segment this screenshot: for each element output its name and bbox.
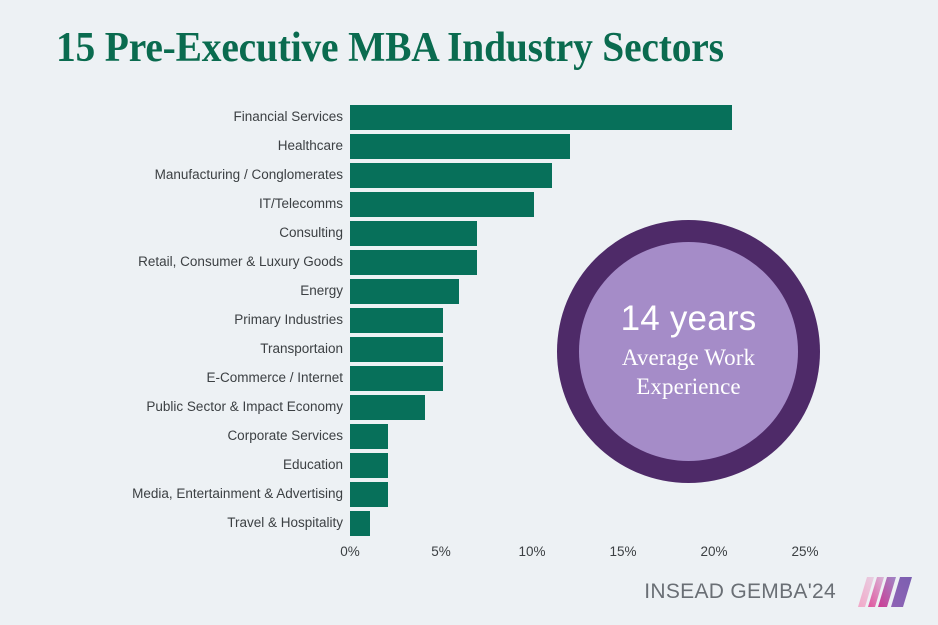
page-title: 15 Pre-Executive MBA Industry Sectors — [56, 25, 724, 71]
badge-inner-circle: 14 years Average Work Experience — [579, 242, 798, 461]
bar — [350, 482, 389, 507]
category-label: Public Sector & Impact Economy — [146, 399, 343, 414]
bar — [350, 424, 389, 449]
bar-track — [350, 279, 938, 304]
bar-track — [350, 511, 938, 536]
bar-track — [350, 134, 938, 159]
x-axis-tick-label: 5% — [431, 544, 451, 559]
bar — [350, 134, 571, 159]
bar — [350, 308, 443, 333]
bar-row: Travel & Hospitality — [0, 510, 938, 539]
average-work-experience-badge: 14 years Average Work Experience — [557, 220, 820, 483]
bar-track — [350, 395, 938, 420]
category-label: Healthcare — [277, 138, 343, 153]
bar-track — [350, 192, 938, 217]
category-label: Consulting — [279, 225, 343, 240]
insead-gemba-logo-icon — [850, 577, 912, 607]
bar — [350, 250, 478, 275]
badge-number: 14 years — [620, 299, 757, 339]
bar — [350, 279, 460, 304]
bar-row: IT/Telecomms — [0, 191, 938, 220]
bar-chart-plot-area: Financial Services Healthcare Manufacturin… — [0, 104, 938, 544]
bar-track — [350, 482, 938, 507]
bar — [350, 105, 733, 130]
badge-caption-line-1: Average Work — [621, 344, 756, 370]
bar-track — [350, 250, 938, 275]
category-label: Corporate Services — [227, 428, 343, 443]
x-axis-tick-label: 0% — [340, 544, 360, 559]
category-label: Transportaion — [260, 341, 343, 356]
badge-caption-line-2: Experience — [636, 374, 741, 400]
footer-brand-text: INSEAD GEMBA'24 — [644, 580, 836, 603]
bar-track — [350, 163, 938, 188]
category-label: IT/Telecomms — [258, 196, 343, 211]
bar — [350, 192, 534, 217]
bar-row: Manufacturing / Conglomerates — [0, 162, 938, 191]
bar — [350, 395, 425, 420]
bar — [350, 221, 478, 246]
x-axis-tick-label: 20% — [700, 544, 728, 559]
category-label: Retail, Consumer & Luxury Goods — [138, 254, 343, 269]
bar-track — [350, 221, 938, 246]
bar-row: Energy — [0, 278, 938, 307]
bar — [350, 511, 371, 536]
footer: INSEAD GEMBA'24 — [644, 577, 912, 607]
bar — [350, 453, 389, 478]
bar-row: E-Commerce / Internet — [0, 365, 938, 394]
bar-row: Financial Services — [0, 104, 938, 133]
x-axis: 0% 5% 10% 15% 20% 25% — [340, 544, 818, 568]
bar — [350, 366, 443, 391]
bar-row: Corporate Services — [0, 423, 938, 452]
bar-row: Media, Entertainment & Advertising — [0, 481, 938, 510]
category-label: Primary Industries — [234, 312, 343, 327]
bar-track — [350, 424, 938, 449]
bar-row: Transportaion — [0, 336, 938, 365]
category-label: Education — [282, 457, 343, 472]
bar-row: Public Sector & Impact Economy — [0, 394, 938, 423]
bar — [350, 163, 553, 188]
bar-track — [350, 453, 938, 478]
bar — [350, 337, 443, 362]
x-axis-tick-label: 10% — [518, 544, 546, 559]
bar-row: Retail, Consumer & Luxury Goods — [0, 249, 938, 278]
bar-row: Healthcare — [0, 133, 938, 162]
bar-track — [350, 308, 938, 333]
bar-track — [350, 366, 938, 391]
category-label: E-Commerce / Internet — [206, 370, 343, 385]
category-label: Energy — [300, 283, 343, 298]
bar-track — [350, 337, 938, 362]
x-axis-tick-label: 15% — [609, 544, 637, 559]
bar-track — [350, 105, 938, 130]
category-label: Travel & Hospitality — [227, 515, 343, 530]
bar-row: Primary Industries — [0, 307, 938, 336]
category-label: Media, Entertainment & Advertising — [132, 486, 343, 501]
badge-caption: Average Work Experience — [622, 343, 755, 402]
category-label: Financial Services — [233, 109, 343, 124]
bar-row: Education — [0, 452, 938, 481]
bar-row: Consulting — [0, 220, 938, 249]
x-axis-tick-label: 25% — [791, 544, 819, 559]
category-label: Manufacturing / Conglomerates — [154, 167, 343, 182]
